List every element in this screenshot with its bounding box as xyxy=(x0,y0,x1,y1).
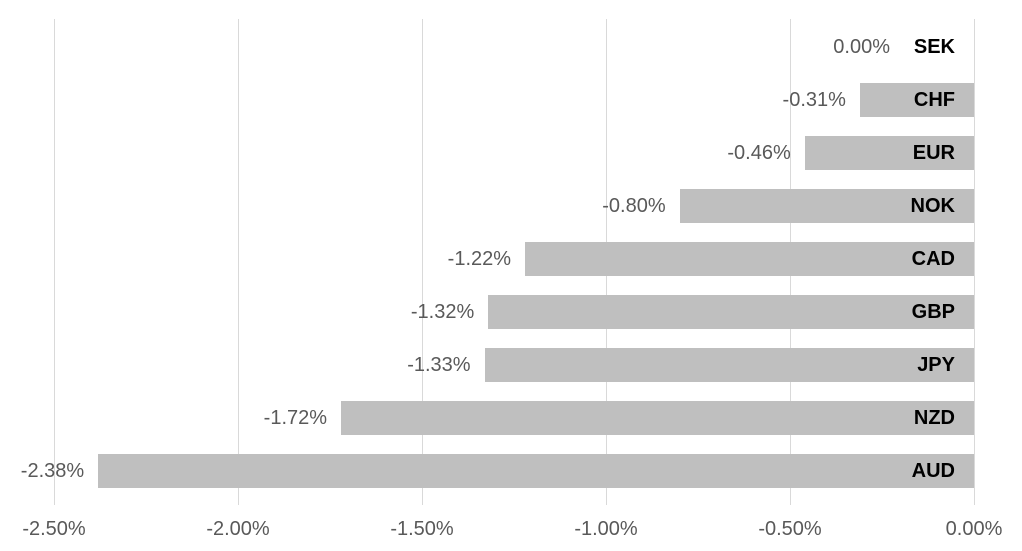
bar xyxy=(98,454,974,489)
category-label: JPY xyxy=(917,354,955,377)
x-tick-label: -1.50% xyxy=(390,518,454,540)
x-tick-label: -2.50% xyxy=(22,518,86,540)
value-label: -2.38% xyxy=(20,460,85,483)
bar xyxy=(341,401,974,436)
category-label: GBP xyxy=(911,301,955,324)
category-label: SEK xyxy=(913,35,955,58)
gridline xyxy=(237,19,239,505)
bar xyxy=(525,242,974,276)
category-label: EUR xyxy=(912,141,955,164)
bar xyxy=(484,348,974,383)
value-label: -1.33% xyxy=(407,354,471,377)
x-tick-label: 0.00% xyxy=(945,518,1003,540)
x-tick-label: -2.00% xyxy=(206,518,270,540)
x-tick-label: -1.00% xyxy=(574,518,638,540)
value-label: 0.00% xyxy=(833,35,890,58)
value-label: -0.31% xyxy=(782,88,846,111)
x-tick-label: -0.50% xyxy=(758,518,822,540)
category-label: NOK xyxy=(910,194,955,217)
gridline xyxy=(421,19,423,505)
category-label: AUD xyxy=(911,460,955,483)
value-label: -1.22% xyxy=(447,248,512,270)
value-label: -1.32% xyxy=(410,301,475,324)
category-label: CHF xyxy=(913,88,955,111)
value-label: -0.80% xyxy=(602,194,666,217)
bar xyxy=(859,82,974,117)
value-label: -0.46% xyxy=(727,141,791,164)
bar xyxy=(679,188,974,223)
value-label: -1.72% xyxy=(263,407,328,430)
bar xyxy=(804,135,974,170)
gridline xyxy=(53,19,55,505)
bar xyxy=(488,295,974,330)
category-label: CAD xyxy=(911,248,955,270)
gridline xyxy=(973,19,975,505)
category-label: NZD xyxy=(913,407,955,430)
